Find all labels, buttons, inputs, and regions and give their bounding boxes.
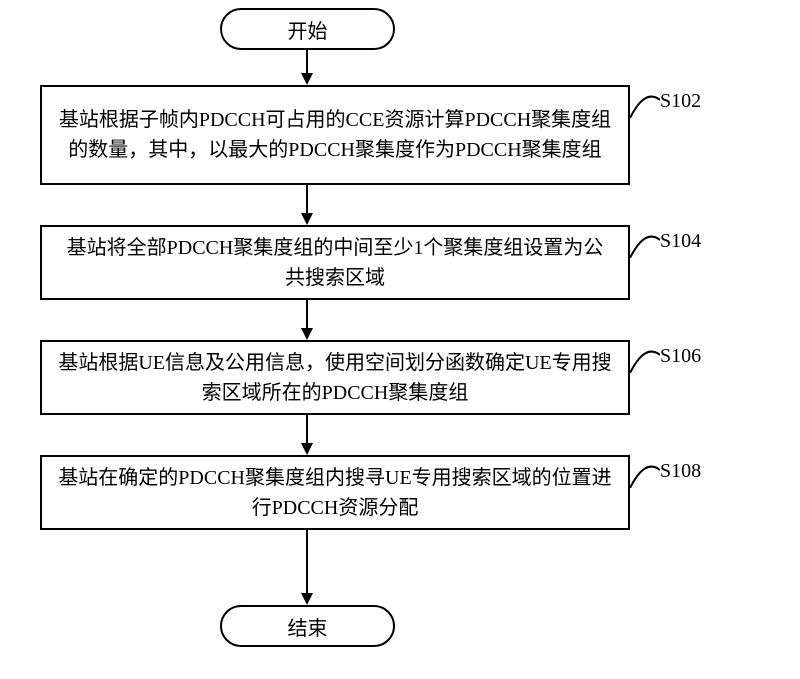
process-s106: 基站根据UE信息及公用信息，使用空间划分函数确定UE专用搜索区域所在的PDCCH… [40, 340, 630, 415]
label-connector [630, 88, 660, 118]
step-label-s104: S104 [660, 230, 701, 253]
edge [306, 300, 308, 330]
process-text: 基站将全部PDCCH聚集度组的中间至少1个聚集度组设置为公共搜索区域 [58, 233, 612, 293]
arrow-down-icon [301, 443, 313, 455]
process-text: 基站根据子帧内PDCCH可占用的CCE资源计算PDCCH聚集度组的数量，其中，以… [58, 105, 612, 165]
arrow-down-icon [301, 213, 313, 225]
start-node: 开始 [220, 8, 395, 50]
process-text: 基站根据UE信息及公用信息，使用空间划分函数确定UE专用搜索区域所在的PDCCH… [58, 348, 612, 408]
process-text: 基站在确定的PDCCH聚集度组内搜寻UE专用搜索区域的位置进行PDCCH资源分配 [58, 463, 612, 523]
edge [306, 415, 308, 445]
edge [306, 185, 308, 215]
edge [306, 50, 308, 75]
end-label: 结束 [288, 612, 328, 641]
process-s102: 基站根据子帧内PDCCH可占用的CCE资源计算PDCCH聚集度组的数量，其中，以… [40, 85, 630, 185]
step-label-s102: S102 [660, 90, 701, 113]
process-s108: 基站在确定的PDCCH聚集度组内搜寻UE专用搜索区域的位置进行PDCCH资源分配 [40, 455, 630, 530]
edge [306, 530, 308, 595]
start-label: 开始 [288, 15, 328, 44]
label-connector [630, 458, 660, 488]
step-label-s108: S108 [660, 460, 701, 483]
arrow-down-icon [301, 328, 313, 340]
flowchart-container: 开始 基站根据子帧内PDCCH可占用的CCE资源计算PDCCH聚集度组的数量，其… [0, 0, 800, 679]
process-s104: 基站将全部PDCCH聚集度组的中间至少1个聚集度组设置为公共搜索区域 [40, 225, 630, 300]
arrow-down-icon [301, 593, 313, 605]
label-connector [630, 343, 660, 373]
end-node: 结束 [220, 605, 395, 647]
step-label-s106: S106 [660, 345, 701, 368]
label-connector [630, 228, 660, 258]
arrow-down-icon [301, 73, 313, 85]
